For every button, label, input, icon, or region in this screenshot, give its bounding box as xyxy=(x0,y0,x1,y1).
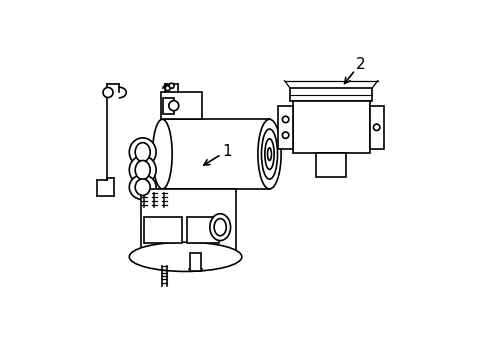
Ellipse shape xyxy=(152,119,172,189)
Circle shape xyxy=(103,87,113,98)
Ellipse shape xyxy=(135,143,150,162)
Circle shape xyxy=(168,101,179,111)
Ellipse shape xyxy=(129,242,242,271)
Bar xyxy=(190,252,201,271)
Bar xyxy=(160,93,201,119)
Bar xyxy=(144,217,182,243)
Ellipse shape xyxy=(261,129,277,179)
Ellipse shape xyxy=(129,156,156,184)
Ellipse shape xyxy=(135,179,150,195)
Ellipse shape xyxy=(257,119,281,189)
Ellipse shape xyxy=(267,148,271,160)
Circle shape xyxy=(282,132,288,138)
Bar xyxy=(163,98,173,114)
Bar xyxy=(289,88,372,102)
Bar xyxy=(162,119,269,189)
Ellipse shape xyxy=(209,214,230,240)
Bar xyxy=(187,217,219,243)
Circle shape xyxy=(373,124,379,131)
Bar xyxy=(369,106,383,149)
Ellipse shape xyxy=(135,161,150,180)
Bar xyxy=(278,106,292,149)
Bar xyxy=(141,189,235,251)
Text: 2: 2 xyxy=(355,58,365,72)
Ellipse shape xyxy=(129,175,156,199)
Text: 1: 1 xyxy=(222,144,231,159)
Circle shape xyxy=(282,116,288,123)
Bar xyxy=(315,153,346,177)
Ellipse shape xyxy=(214,219,226,236)
Ellipse shape xyxy=(264,139,274,170)
Circle shape xyxy=(165,86,170,91)
Circle shape xyxy=(169,83,174,88)
Bar xyxy=(292,102,369,153)
Ellipse shape xyxy=(129,138,156,166)
